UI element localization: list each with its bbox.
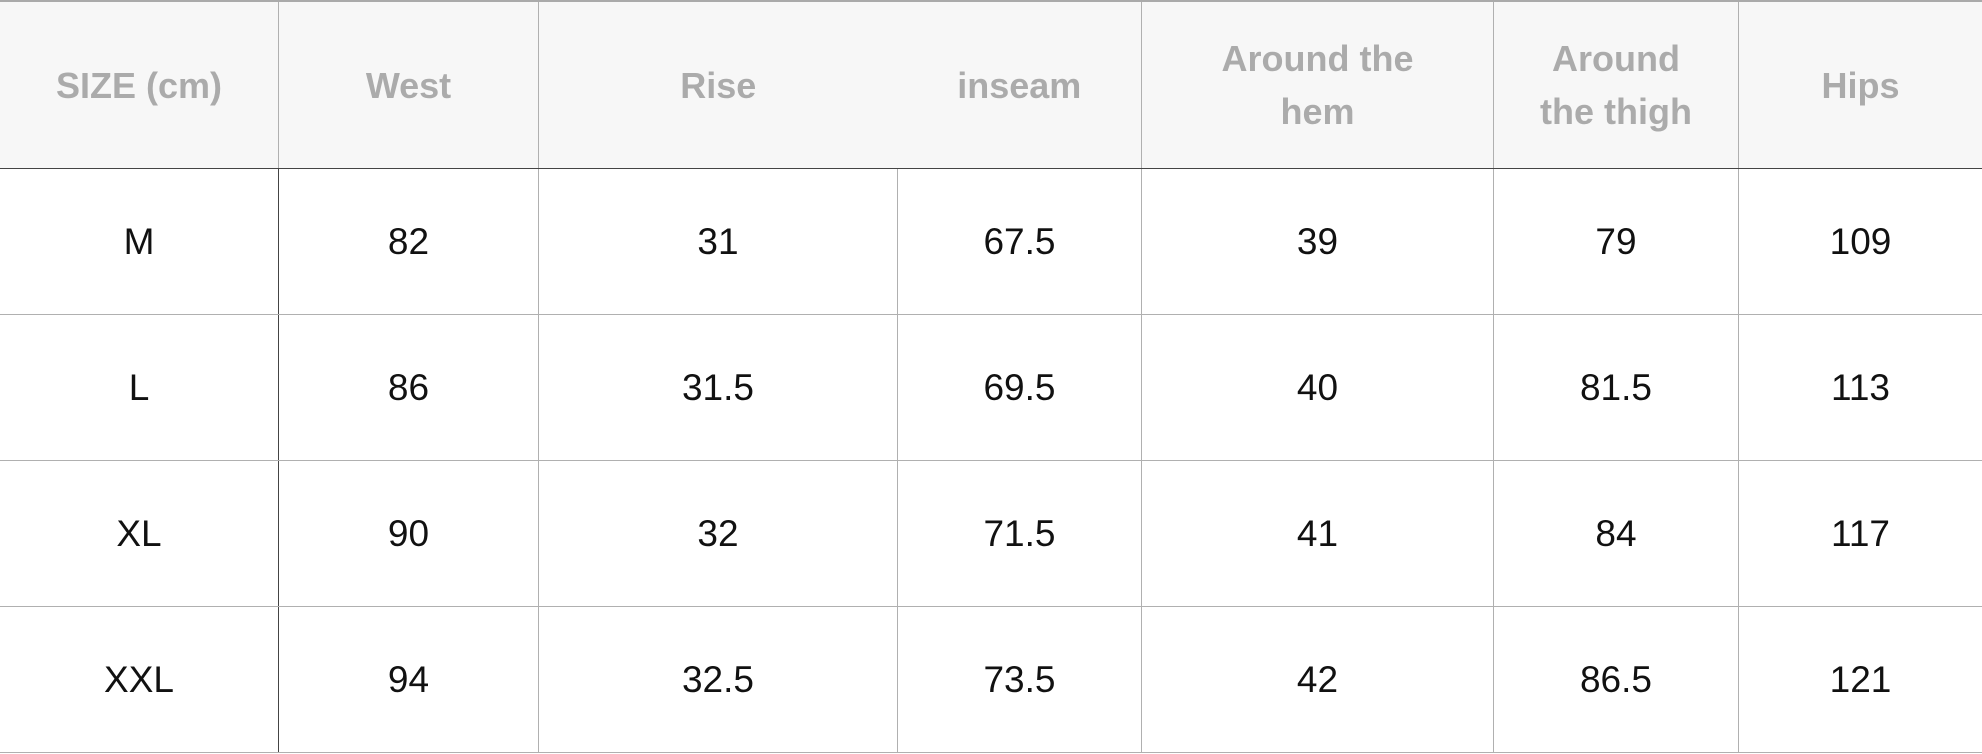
header-size: SIZE (cm) <box>0 0 279 169</box>
measurement-cell: 117 <box>1738 460 1982 607</box>
measurement-cell: 84 <box>1493 460 1739 607</box>
measurement-cell: 79 <box>1493 168 1739 315</box>
measurement-cell: 109 <box>1738 168 1982 315</box>
size-cell: M <box>0 168 279 315</box>
measurement-cell: 31.5 <box>538 314 898 461</box>
measurement-cell: 73.5 <box>897 606 1142 753</box>
table-row: M 82 31 67.5 39 79 109 <box>0 168 1982 315</box>
header-inseam: inseam <box>897 0 1142 169</box>
measurement-cell: 81.5 <box>1493 314 1739 461</box>
measurement-cell: 121 <box>1738 606 1982 753</box>
measurement-cell: 32.5 <box>538 606 898 753</box>
measurement-cell: 86 <box>278 314 539 461</box>
header-around-thigh: Around the thigh <box>1493 0 1739 169</box>
header-west: West <box>278 0 539 169</box>
measurement-cell: 94 <box>278 606 539 753</box>
measurement-cell: 42 <box>1141 606 1494 753</box>
measurement-cell: 86.5 <box>1493 606 1739 753</box>
header-hips: Hips <box>1738 0 1982 169</box>
measurement-cell: 67.5 <box>897 168 1142 315</box>
measurement-cell: 41 <box>1141 460 1494 607</box>
table-row: XL 90 32 71.5 41 84 117 <box>0 460 1982 607</box>
measurement-cell: 90 <box>278 460 539 607</box>
header-rise: Rise <box>538 0 898 169</box>
table-row: XXL 94 32.5 73.5 42 86.5 121 <box>0 606 1982 753</box>
measurement-cell: 40 <box>1141 314 1494 461</box>
header-row: SIZE (cm) West Rise inseam Around the he… <box>0 0 1982 169</box>
measurement-cell: 113 <box>1738 314 1982 461</box>
measurement-cell: 31 <box>538 168 898 315</box>
measurement-cell: 82 <box>278 168 539 315</box>
size-cell: XXL <box>0 606 279 753</box>
table-row: L 86 31.5 69.5 40 81.5 113 <box>0 314 1982 461</box>
measurement-cell: 39 <box>1141 168 1494 315</box>
size-cell: L <box>0 314 279 461</box>
size-cell: XL <box>0 460 279 607</box>
measurement-cell: 69.5 <box>897 314 1142 461</box>
measurement-cell: 71.5 <box>897 460 1142 607</box>
measurement-cell: 32 <box>538 460 898 607</box>
header-around-hem: Around the hem <box>1141 0 1494 169</box>
